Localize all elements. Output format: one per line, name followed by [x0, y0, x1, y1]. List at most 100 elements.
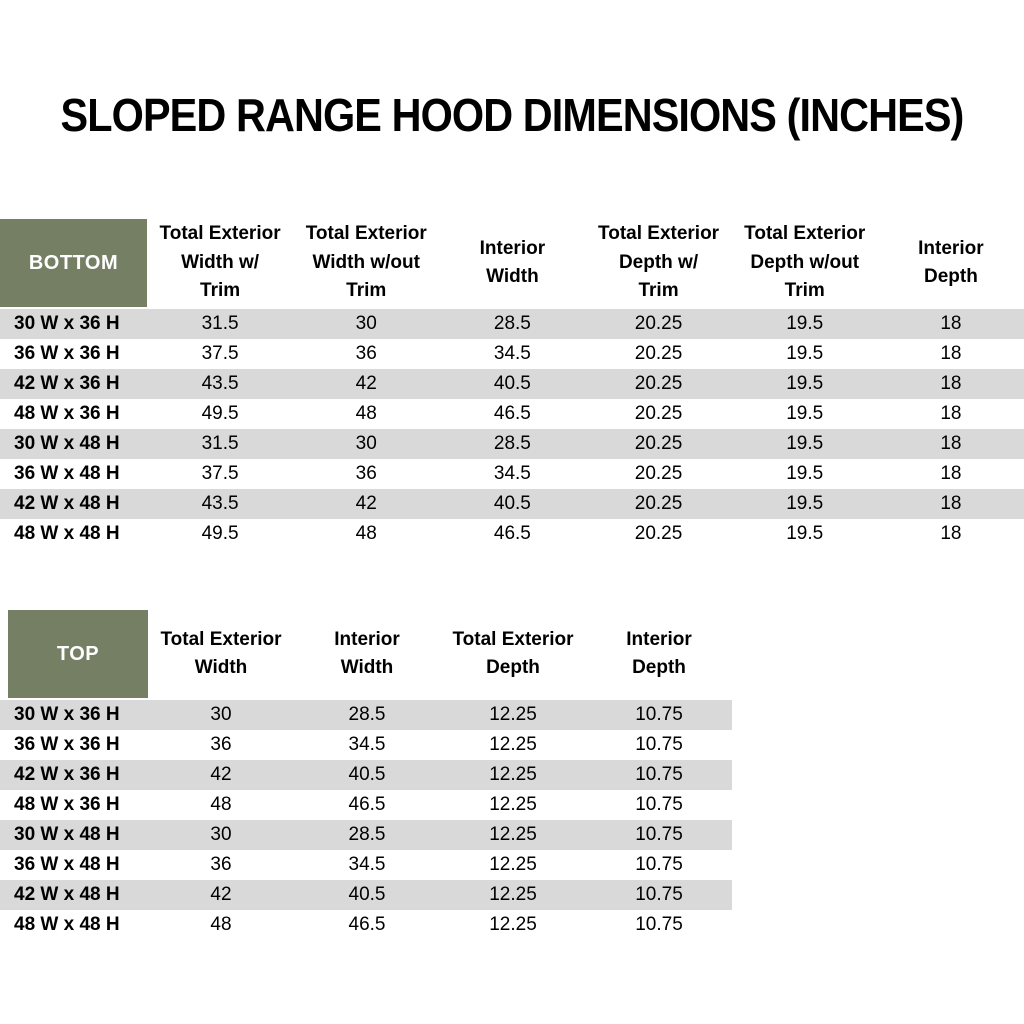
cell-value: 28.5 — [348, 824, 386, 845]
table-row: 36 W x 48 H 36 34.5 12.25 10.75 — [0, 850, 732, 880]
cell-value: 28.5 — [348, 704, 386, 725]
page-title: SLOPED RANGE HOOD DIMENSIONS (INCHES) — [60, 89, 965, 141]
table-row: 30 W x 48 H 30 28.5 12.25 10.75 — [0, 820, 732, 850]
cell-value: 19.5 — [786, 523, 824, 544]
cell-value: 37.5 — [201, 463, 239, 484]
table-row: 42 W x 36 H 42 40.5 12.25 10.75 — [0, 760, 732, 790]
cell-value: 19.5 — [786, 373, 824, 394]
table-row: 36 W x 36 H 36 34.5 12.25 10.75 — [0, 730, 732, 760]
cell-value: 19.5 — [786, 313, 824, 334]
cell-value: 30 — [355, 433, 377, 454]
cell-value: 19.5 — [786, 403, 824, 424]
table-section-label: TOP — [0, 608, 148, 700]
row-label: 42 W x 36 H — [14, 764, 120, 785]
column-header: Total Exterior Width w/out Trim — [293, 217, 440, 309]
column-header: Total Exterior Depth — [440, 608, 586, 700]
column-header: Total Exterior Depth w/out Trim — [731, 217, 878, 309]
table-row: 48 W x 36 H 48 46.5 12.25 10.75 — [0, 790, 732, 820]
cell-value: 34.5 — [493, 343, 531, 364]
cell-value: 18 — [940, 523, 962, 544]
cell-value: 42 — [210, 884, 232, 905]
row-label: 30 W x 48 H — [14, 433, 120, 454]
cell-value: 46.5 — [348, 794, 386, 815]
cell-value: 20.25 — [634, 523, 683, 544]
cell-value: 20.25 — [634, 373, 683, 394]
cell-value: 43.5 — [201, 493, 239, 514]
cell-value: 12.25 — [489, 914, 537, 935]
cell-value: 10.75 — [635, 914, 683, 935]
cell-value: 19.5 — [786, 433, 824, 454]
cell-value: 10.75 — [635, 704, 683, 725]
cell-value: 20.25 — [634, 343, 683, 364]
cell-value: 12.25 — [489, 824, 537, 845]
cell-value: 10.75 — [635, 824, 683, 845]
cell-value: 48 — [210, 794, 232, 815]
cell-value: 46.5 — [493, 523, 531, 544]
bottom-dimensions-table: BOTTOM Total Exterior Width w/ Trim Total … — [0, 217, 1024, 549]
cell-value: 18 — [940, 433, 962, 454]
row-label: 30 W x 36 H — [14, 704, 120, 725]
table-row: 48 W x 48 H 49.5 48 46.5 20.25 19.5 18 — [0, 519, 1024, 549]
cell-value: 18 — [940, 313, 962, 334]
cell-value: 19.5 — [786, 463, 824, 484]
table-row: 30 W x 48 H 31.5 30 28.5 20.25 19.5 18 — [0, 429, 1024, 459]
cell-value: 48 — [355, 523, 377, 544]
row-label: 42 W x 48 H — [14, 884, 120, 905]
cell-value: 20.25 — [634, 493, 683, 514]
cell-value: 10.75 — [635, 794, 683, 815]
cell-value: 12.25 — [489, 884, 537, 905]
cell-value: 20.25 — [634, 403, 683, 424]
cell-value: 36 — [210, 854, 232, 875]
table-row: 36 W x 36 H 37.5 36 34.5 20.25 19.5 18 — [0, 339, 1024, 369]
row-label: 36 W x 48 H — [14, 854, 120, 875]
header-row: BOTTOM Total Exterior Width w/ Trim Total … — [0, 217, 1024, 309]
column-header: Interior Width — [294, 608, 440, 700]
cell-value: 10.75 — [635, 884, 683, 905]
column-header: Total Exterior Width — [148, 608, 294, 700]
cell-value: 20.25 — [634, 433, 683, 454]
cell-value: 36 — [355, 463, 377, 484]
cell-value: 40.5 — [493, 493, 531, 514]
row-label: 36 W x 36 H — [14, 343, 120, 364]
column-header: Total Exterior Depth w/ Trim — [585, 217, 732, 309]
column-header: Interior Depth — [877, 217, 1024, 309]
cell-value: 18 — [940, 403, 962, 424]
table-row: 48 W x 48 H 48 46.5 12.25 10.75 — [0, 910, 732, 940]
cell-value: 40.5 — [493, 373, 531, 394]
row-label: 48 W x 48 H — [14, 523, 120, 544]
cell-value: 46.5 — [348, 914, 386, 935]
row-label: 48 W x 36 H — [14, 403, 120, 424]
cell-value: 46.5 — [493, 403, 531, 424]
cell-value: 10.75 — [635, 734, 683, 755]
row-label: 30 W x 48 H — [14, 824, 120, 845]
cell-value: 42 — [355, 493, 377, 514]
cell-value: 18 — [940, 343, 962, 364]
cell-value: 18 — [940, 493, 962, 514]
cell-value: 19.5 — [786, 343, 824, 364]
row-label: 36 W x 48 H — [14, 463, 120, 484]
cell-value: 28.5 — [493, 433, 531, 454]
table-row: 36 W x 48 H 37.5 36 34.5 20.25 19.5 18 — [0, 459, 1024, 489]
cell-value: 34.5 — [348, 734, 386, 755]
cell-value: 43.5 — [201, 373, 239, 394]
cell-value: 20.25 — [634, 313, 683, 334]
row-label: 48 W x 36 H — [14, 794, 120, 815]
cell-value: 36 — [210, 734, 232, 755]
cell-value: 40.5 — [348, 884, 386, 905]
cell-value: 10.75 — [635, 854, 683, 875]
row-label: 36 W x 36 H — [14, 734, 120, 755]
cell-value: 48 — [210, 914, 232, 935]
top-dimensions-table: TOP Total Exterior Width Interior Width Tot… — [0, 608, 732, 940]
table-row: 30 W x 36 H 30 28.5 12.25 10.75 — [0, 700, 732, 730]
cell-value: 42 — [355, 373, 377, 394]
cell-value: 42 — [210, 764, 232, 785]
cell-value: 12.25 — [489, 764, 537, 785]
row-label: 30 W x 36 H — [14, 313, 120, 334]
column-header: Interior Width — [439, 217, 586, 309]
cell-value: 30 — [210, 824, 232, 845]
cell-value: 36 — [355, 343, 377, 364]
cell-value: 31.5 — [201, 313, 239, 334]
cell-value: 12.25 — [489, 704, 537, 725]
cell-value: 49.5 — [201, 403, 239, 424]
